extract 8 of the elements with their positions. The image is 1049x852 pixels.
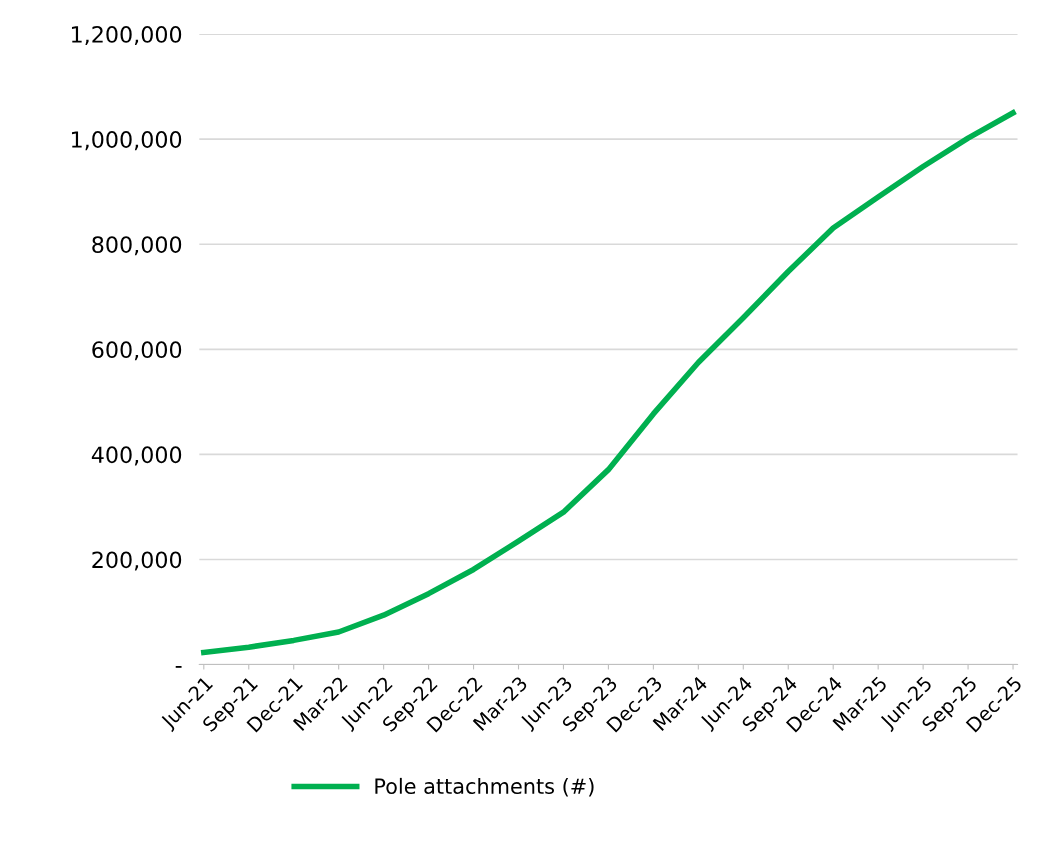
y-tick-label: 800,000 xyxy=(92,236,182,256)
y-tick-label: 600,000 xyxy=(92,341,182,361)
y-tick-label: 200,000 xyxy=(92,551,182,571)
y-tick-label: 400,000 xyxy=(91,446,182,466)
y-tick-label: 1,000,000 xyxy=(71,131,182,151)
legend-label: Pole attachments (#) xyxy=(375,777,594,797)
y-tick-label: 1,200,000 xyxy=(71,26,182,46)
y-tick-label: - xyxy=(175,666,182,668)
